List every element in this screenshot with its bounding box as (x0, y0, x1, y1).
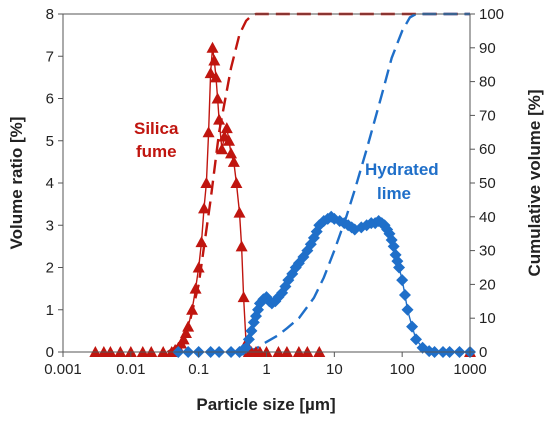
y-right-tick-label: 10 (479, 310, 496, 327)
plot-layer (89, 12, 476, 358)
hydrated-lime-point (401, 303, 414, 316)
silica-fume-point (220, 122, 233, 134)
silica-fume-point (208, 54, 221, 66)
y-right-tick-label: 20 (479, 276, 496, 293)
hydrated-lime-point (398, 288, 411, 301)
hydrated-lime-point (245, 324, 258, 337)
x-tick-label: 1000 (453, 361, 486, 378)
y-right-tick-label: 30 (479, 243, 496, 260)
y-right-tick-label: 60 (479, 141, 496, 158)
y-left-tick-label: 7 (46, 48, 54, 65)
x-tick-label: 0.1 (188, 361, 209, 378)
y-right-tick-label: 40 (479, 209, 496, 226)
y-left-tick-label: 1 (46, 302, 54, 319)
silica-fume-point (222, 134, 235, 146)
y-right-tick-label: 80 (479, 74, 496, 91)
hydrated-lime-point (396, 274, 409, 287)
silica-fume-point (195, 236, 208, 248)
hydrated-lime-point (249, 310, 262, 323)
silica-fume-point (202, 126, 215, 138)
x-tick-label: 0.01 (116, 361, 145, 378)
x-tick-label: 1 (262, 361, 270, 378)
silica-fume-label-line2: fume (136, 142, 177, 161)
x-axis-title: Particle size [µm] (196, 395, 335, 414)
x-tick-label: 0.001 (44, 361, 82, 378)
hydrated-lime-point (387, 240, 400, 253)
silica-fume-point (182, 320, 195, 332)
y-left-tick-label: 8 (46, 6, 54, 23)
y-right-tick-label: 50 (479, 175, 496, 192)
y-right-tick-label: 90 (479, 40, 496, 57)
silica-fume-point (213, 113, 226, 125)
silica-fume-point (237, 291, 250, 303)
silica-fume-point (192, 261, 205, 273)
hydrated-lime-point (410, 333, 423, 346)
silica-fume-label-line1: Silica (134, 119, 179, 138)
hydrated-lime-point (393, 261, 406, 274)
x-tick-label: 10 (326, 361, 343, 378)
silica-fume-point (204, 67, 217, 79)
silica-fume-point (215, 143, 228, 155)
annotations-layer: Silica fume Hydrated lime (134, 119, 439, 203)
y-axis-right-title: Cumulative volume [%] (525, 89, 544, 276)
silica-fume-point (225, 147, 238, 159)
silica-fume-point (186, 303, 199, 315)
ticks-layer: 0.001 0.01 0.1 1 10 100 1000012345678010203040… (44, 6, 504, 378)
x-tick-label: 100 (390, 361, 415, 378)
y-left-tick-label: 5 (46, 133, 54, 150)
silica-fume-point (209, 71, 222, 83)
silica-fume-point (198, 202, 211, 214)
y-left-tick-label: 3 (46, 217, 54, 234)
y-left-tick-label: 0 (46, 344, 54, 361)
silica-fume-point (233, 206, 246, 218)
hydrated-lime-label-line2: lime (377, 184, 411, 203)
silica-fume-point (235, 240, 248, 252)
silica-fume-point (227, 155, 240, 167)
silica-fume-point (177, 333, 190, 345)
y-left-tick-label: 2 (46, 260, 54, 277)
cumulative-curve-5 (245, 12, 470, 354)
silica-fume-point (189, 282, 202, 294)
hydrated-lime-point (389, 248, 402, 261)
y-right-tick-label: 0 (479, 344, 487, 361)
silica-fume-point (200, 177, 213, 188)
y-right-tick-label: 100 (479, 6, 504, 23)
silica-fume-point (230, 177, 243, 188)
volume-ratio-line-2 (174, 47, 247, 351)
y-left-tick-label: 4 (46, 175, 54, 192)
silica-fume-point (206, 41, 219, 53)
y-axis-left-title: Volume ratio [%] (7, 117, 26, 250)
silica-fume-point (179, 326, 192, 338)
y-right-tick-label: 70 (479, 107, 496, 124)
hydrated-lime-label-line1: Hydrated (365, 160, 439, 179)
y-left-tick-label: 6 (46, 91, 54, 108)
hydrated-lime-point (406, 320, 419, 333)
silica-fume-point (211, 92, 224, 104)
